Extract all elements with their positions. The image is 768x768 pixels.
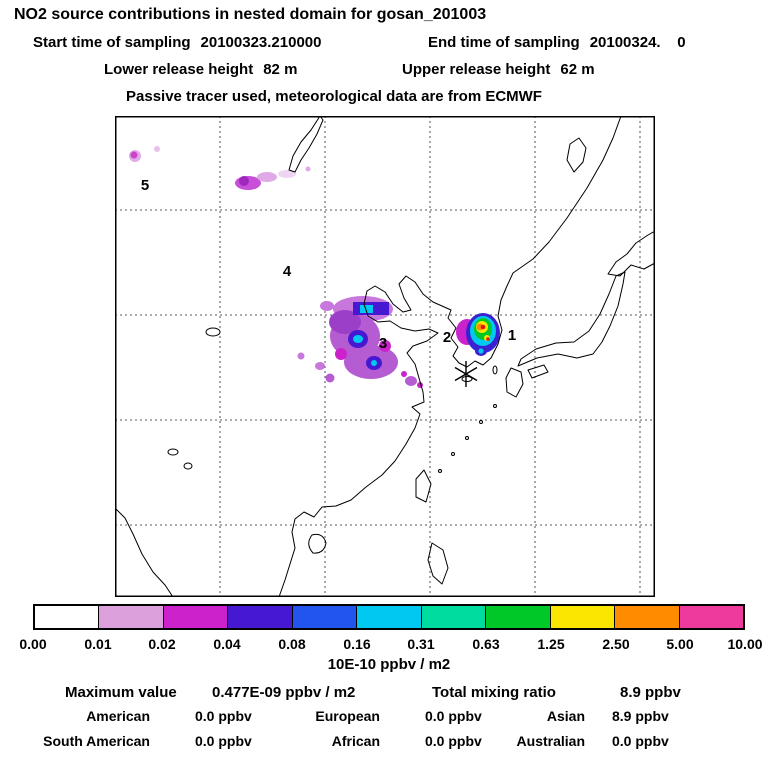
contribution-label: American: [86, 708, 150, 724]
region-label-5: 5: [141, 177, 149, 194]
colorbar-unit-label: 10E-10 ppbv / m2: [327, 656, 451, 673]
colorbar-tick: 0.31: [407, 636, 435, 652]
maximum-value: 0.477E-09 ppbv / m2: [212, 684, 356, 701]
upper-release-label: Upper release height: [402, 61, 551, 78]
start-time-row: Start time of sampling 20100323.210000: [33, 34, 332, 51]
contribution-label: South American: [43, 733, 150, 749]
region-label-2: 2: [443, 329, 451, 346]
colorbar-tick: 0.00: [19, 636, 47, 652]
end-time-row: End time of sampling 20100324. 0: [428, 34, 696, 51]
colorbar-tick: 0.01: [84, 636, 112, 652]
lower-release-label: Lower release height: [104, 61, 254, 78]
lower-release-row: Lower release height 82 m: [104, 61, 307, 78]
concentration-blobs: [129, 146, 500, 388]
ryukyu-islet: [479, 420, 483, 424]
colorbar-tick: 0.02: [148, 636, 176, 652]
total-mixing-ratio-value: 8.9 ppbv: [620, 684, 681, 701]
region-labels: 1 2 3 4 5: [141, 177, 516, 352]
colorbar-segment: [486, 606, 551, 628]
lake-baikal: [288, 115, 324, 173]
region-label-4: 4: [283, 263, 292, 280]
colorbar-segment: [35, 606, 100, 628]
taiwan-island: [415, 469, 432, 503]
start-time-label: Start time of sampling: [33, 34, 191, 51]
source-contribution-table: American 0.0 ppbv European 0.0 ppbv Asia…: [40, 708, 725, 749]
maximum-value-label: Maximum value: [65, 684, 177, 701]
colorbar-segment: [421, 606, 487, 628]
colorbar: [33, 604, 745, 630]
receptor-star-marker: [454, 361, 478, 387]
colorbar-tick: 0.16: [343, 636, 371, 652]
region-label-3: 3: [379, 335, 387, 352]
colorbar-segment: [228, 606, 293, 628]
graticule: [115, 116, 655, 597]
southwest-coastline: [114, 507, 174, 598]
colorbar-tick: 0.63: [472, 636, 500, 652]
honshu-island: [517, 271, 626, 367]
small-lake: [167, 448, 179, 456]
hainan-island: [308, 533, 327, 554]
contribution-label: African: [331, 733, 380, 749]
contribution-label: Australian: [516, 733, 585, 749]
start-time-value: 20100323.210000: [200, 34, 322, 51]
map-svg: 1 2 3 4 5: [114, 115, 656, 598]
colorbar-segment: [292, 606, 358, 628]
colorbar-segment: [357, 606, 422, 628]
upper-release-row: Upper release height 62 m: [402, 61, 605, 78]
ryukyu-islet: [493, 404, 497, 408]
hokkaido-island: [607, 230, 656, 277]
colorbar-segment: [99, 606, 164, 628]
colorbar-tick: 0.08: [278, 636, 306, 652]
colorbar-tick: 2.50: [602, 636, 630, 652]
colorbar-tick: 0.04: [213, 636, 241, 652]
end-time-label: End time of sampling: [428, 34, 580, 51]
colorbar-tick: 10.00: [727, 636, 763, 652]
colorbar-segment: [679, 606, 743, 628]
small-lake: [183, 462, 193, 470]
upper-release-value: 62 m: [560, 61, 595, 78]
coastlines: [114, 115, 656, 598]
tsushima-island: [492, 365, 498, 375]
contribution-value: 0.0 ppbv: [195, 708, 252, 724]
shikoku-island: [527, 364, 549, 379]
northeast-island: [566, 137, 587, 173]
colorbar-segment: [615, 606, 680, 628]
contribution-value: 8.9 ppbv: [612, 708, 669, 724]
colorbar-tick: 1.25: [537, 636, 565, 652]
jeju-island: [461, 376, 473, 382]
luzon-island: [427, 542, 449, 585]
contribution-value: 0.0 ppbv: [425, 708, 482, 724]
ryukyu-islet: [438, 469, 442, 473]
colorbar-ticks: 0.00 0.01 0.02 0.04 0.08 0.16 0.31 0.63 …: [19, 636, 762, 654]
ryukyu-islet: [451, 452, 455, 456]
contribution-value: 0.0 ppbv: [612, 733, 669, 749]
contribution-value: 0.0 ppbv: [425, 733, 482, 749]
map-border: [115, 116, 655, 597]
colorbar-segment: [550, 606, 616, 628]
lower-release-value: 82 m: [263, 61, 298, 78]
total-mixing-ratio-label: Total mixing ratio: [432, 684, 556, 701]
contribution-label: Asian: [546, 708, 585, 724]
kyushu-island: [505, 367, 524, 398]
page-title: NO2 source contributions in nested domai…: [14, 6, 487, 23]
qinghai-lake: [205, 327, 221, 337]
colorbar-tick: 5.00: [666, 636, 694, 652]
end-time-value: 20100324. 0: [589, 34, 686, 51]
map-panel: 1 2 3 4 5: [114, 115, 656, 598]
contribution-label: European: [315, 708, 380, 724]
ryukyu-islet: [465, 436, 469, 440]
colorbar-segment: [163, 606, 229, 628]
continent-coastline: [278, 115, 622, 598]
tracer-note: Passive tracer used, meteorological data…: [126, 88, 542, 105]
contribution-value: 0.0 ppbv: [195, 733, 252, 749]
region-label-1: 1: [508, 327, 516, 344]
